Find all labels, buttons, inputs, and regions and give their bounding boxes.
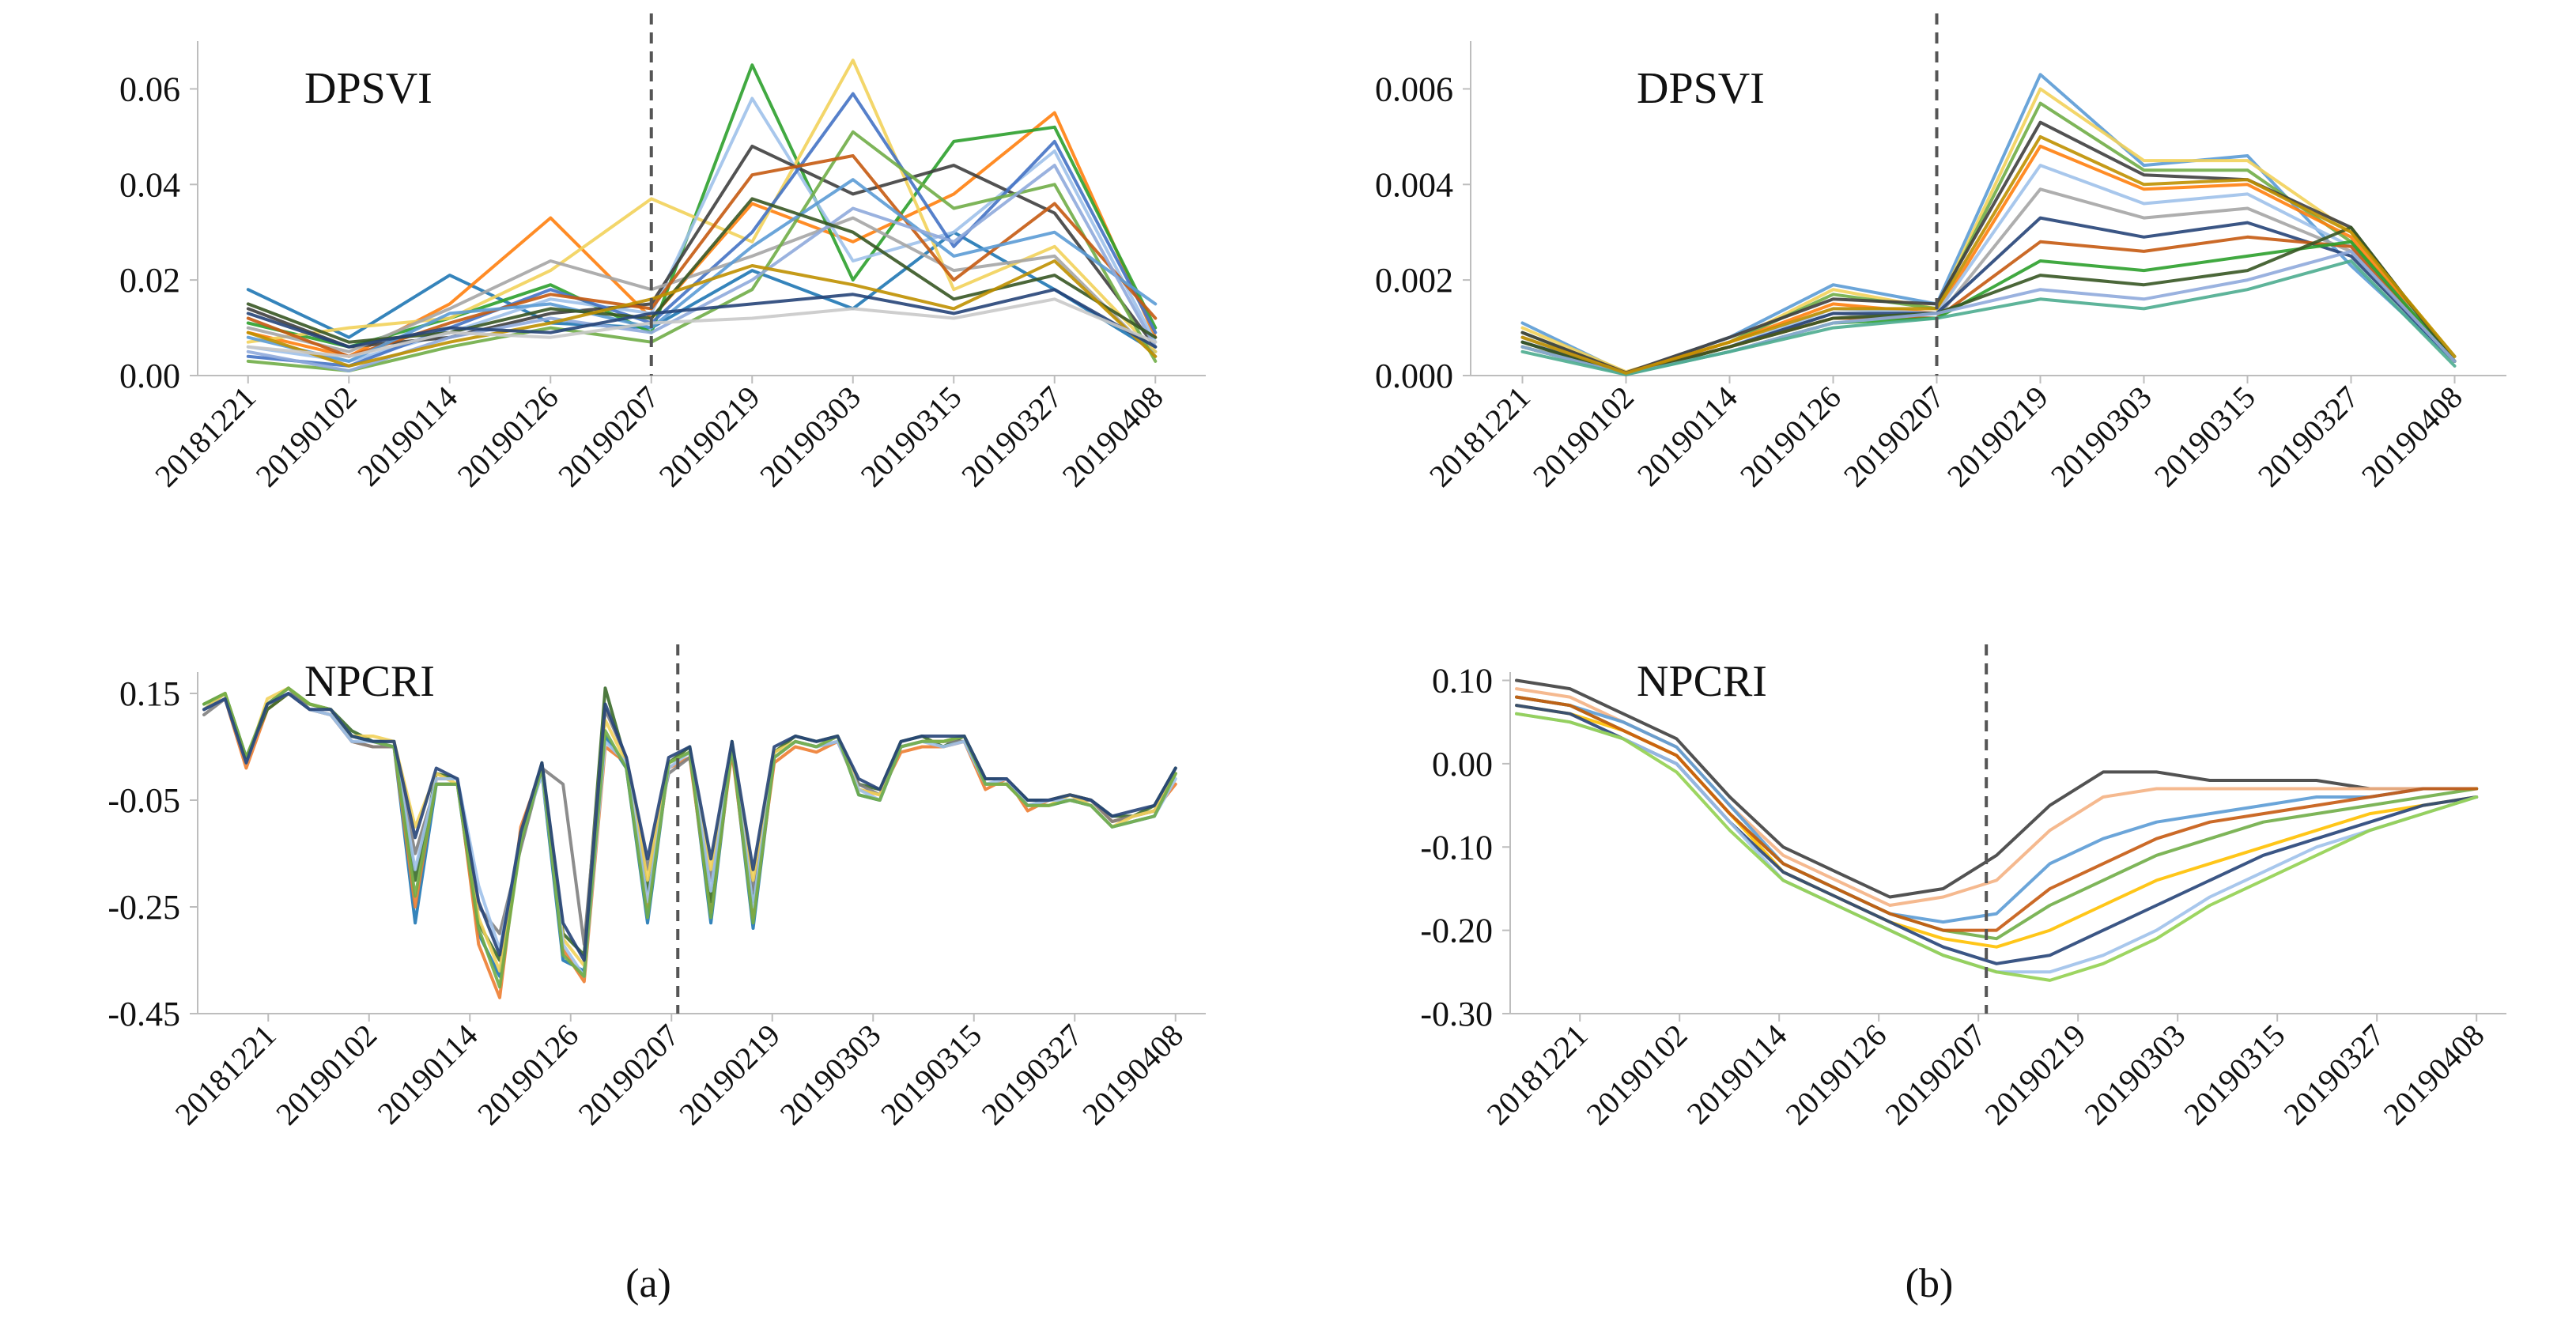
x-tick-label: 20190102	[1580, 1018, 1694, 1132]
x-tick-label: 20190303	[753, 380, 867, 494]
x-tick-label: 20190207	[551, 380, 666, 494]
y-tick-label: 0.04	[119, 165, 180, 204]
x-tick-label: 20181221	[168, 1018, 283, 1132]
x-tick-label: 20190315	[854, 380, 969, 494]
x-tick-label: 20190327	[954, 380, 1069, 494]
x-tick-label: 20190315	[2147, 380, 2262, 494]
y-tick-label: -0.25	[108, 888, 180, 927]
x-tick-label: 20190207	[572, 1018, 686, 1132]
series-line-s8	[202, 692, 1177, 962]
series-line-s14	[1520, 134, 2457, 375]
series-line-s14	[246, 259, 1158, 368]
y-tick-label: 0.004	[1375, 165, 1453, 204]
y-tick-label: 0.06	[119, 70, 180, 108]
series-line-s8	[1515, 712, 2479, 982]
x-tick-label: 20190126	[470, 1018, 585, 1132]
x-tick-label: 20190219	[652, 380, 767, 494]
x-tick-label: 20190126	[1733, 380, 1848, 494]
chart-title: DPSVI	[304, 64, 432, 113]
chart-b-dpsvi: 0.0000.0020.0040.00620181221201901022019…	[1375, 13, 2506, 494]
x-tick-label: 20190303	[773, 1018, 888, 1132]
y-tick-label: 0.15	[119, 674, 180, 713]
x-tick-label: 20190114	[350, 380, 464, 493]
x-tick-label: 20190114	[371, 1018, 485, 1131]
panel-label-a: (a)	[625, 1261, 671, 1306]
x-tick-label: 20190207	[1879, 1018, 1993, 1132]
x-tick-label: 20181221	[1422, 380, 1537, 494]
x-tick-label: 20181221	[148, 380, 263, 494]
chart-a-npcri: -0.45-0.25-0.050.15201812212019010220190…	[108, 644, 1206, 1132]
x-tick-label: 20190114	[1630, 380, 1744, 493]
series-line-s9	[1515, 695, 2479, 932]
series-line-s7	[246, 92, 1158, 368]
chart-title: DPSVI	[1637, 64, 1765, 113]
x-tick-label: 20190408	[2355, 380, 2469, 494]
series-line-s9	[1520, 235, 2457, 376]
x-tick-label: 20190219	[672, 1018, 787, 1132]
y-tick-label: -0.45	[108, 995, 180, 1033]
chart-b-npcri: -0.30-0.20-0.100.000.1020181221201901022…	[1420, 644, 2506, 1132]
chart-a-dpsvi: 0.00 0.02 0.04 0.06 201812212019010220190114…	[119, 13, 1206, 494]
x-tick-label: 20190102	[1526, 380, 1641, 494]
series-line-s11	[1520, 225, 2457, 376]
y-tick-label: 0.00	[119, 357, 180, 395]
x-tick-label: 20190327	[2277, 1018, 2392, 1132]
series-line-s6	[246, 144, 1158, 349]
x-tick-label: 20190114	[1680, 1018, 1794, 1131]
x-tick-label: 20190102	[269, 1018, 383, 1132]
series-line-s7	[1515, 712, 2479, 974]
y-tick-label: 0.006	[1375, 70, 1453, 108]
x-tick-label: 20190126	[1779, 1018, 1894, 1132]
y-tick-label: -0.10	[1420, 828, 1493, 867]
chart-title: NPCRI	[304, 657, 435, 706]
series-line-s13	[1520, 259, 2457, 376]
x-tick-label: 20190219	[1940, 380, 2055, 494]
series-line-s3	[1515, 695, 2479, 924]
y-tick-label: -0.05	[108, 781, 180, 820]
chart-title: NPCRI	[1637, 657, 1767, 706]
y-tick-label: -0.30	[1420, 995, 1493, 1033]
x-tick-label: 20190303	[2078, 1018, 2193, 1132]
series-line-s16	[246, 297, 1158, 358]
x-tick-label: 20181221	[1480, 1018, 1595, 1132]
panel-label-b: (b)	[1906, 1261, 1954, 1306]
y-tick-label: 0.02	[119, 261, 180, 300]
x-tick-label: 20190327	[975, 1018, 1090, 1132]
series-line-s10	[246, 154, 1158, 358]
series-line-s8	[246, 216, 1158, 358]
series-line-s4	[246, 59, 1158, 353]
series-line-s4	[1520, 120, 2457, 375]
series-line-s3	[202, 686, 1177, 962]
x-tick-label: 20190315	[874, 1018, 988, 1132]
series-line-s6	[1515, 704, 2479, 965]
series-line-s15	[246, 288, 1158, 349]
y-tick-label: 0.10	[1432, 662, 1493, 701]
x-tick-label: 20190408	[1056, 380, 1170, 494]
x-tick-label: 20190219	[1978, 1018, 2093, 1132]
series-line-s9	[246, 130, 1158, 372]
x-tick-label: 20190315	[2178, 1018, 2292, 1132]
x-tick-label: 20190327	[2251, 380, 2366, 494]
x-tick-label: 20190408	[2377, 1018, 2491, 1132]
x-tick-label: 20190303	[2044, 380, 2159, 494]
x-tick-label: 20190207	[1837, 380, 1951, 494]
series-line-s5	[1520, 144, 2457, 375]
x-tick-label: 20190126	[451, 380, 565, 494]
y-tick-label: 0.000	[1375, 357, 1453, 395]
series-line-s5	[1515, 704, 2479, 949]
series-line-s3	[246, 63, 1158, 349]
y-tick-label: -0.20	[1420, 912, 1493, 950]
y-tick-label: 0.002	[1375, 261, 1453, 300]
x-tick-label: 20190102	[249, 380, 364, 494]
series-line-s1	[246, 230, 1158, 353]
series-line-s1	[1515, 678, 2479, 899]
series-line-s4	[1515, 695, 2479, 941]
y-tick-label: 0.00	[1432, 745, 1493, 784]
x-tick-label: 20190408	[1075, 1018, 1190, 1132]
